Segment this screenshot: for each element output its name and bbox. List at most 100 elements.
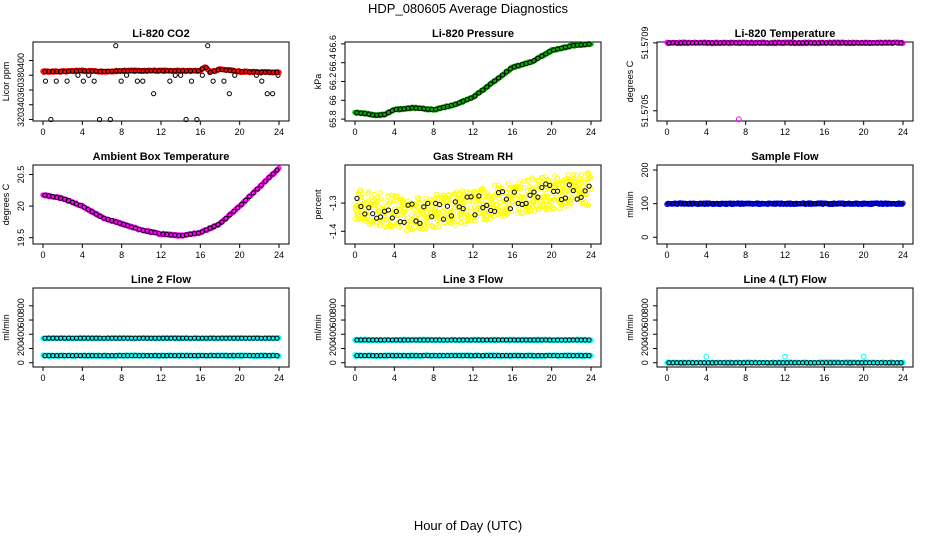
data-point [533, 184, 539, 190]
data-point [409, 201, 415, 207]
data-point [524, 177, 530, 184]
data-point [183, 116, 189, 123]
x-tick-label: 24 [274, 250, 284, 260]
y-tick-label: 20 [16, 201, 26, 211]
data-point [226, 91, 232, 97]
chart-panel: Gas Stream RH percent 0 4 8 12 16 20 24 -1.4 -1.3 [313, 151, 602, 260]
x-tick-label: 12 [468, 373, 478, 383]
data-point [77, 202, 83, 208]
data-point [507, 66, 513, 72]
data-point [416, 195, 422, 202]
series-flow [664, 359, 906, 367]
data-point [898, 40, 904, 46]
chart-panel: Ambient Box Temperature degrees C 0 4 8 12 16 2… [1, 151, 290, 260]
series-average [40, 64, 282, 76]
data-point [554, 175, 561, 181]
data-point [531, 189, 537, 195]
data-point [80, 78, 86, 84]
x-tick-label: 12 [156, 250, 166, 260]
x-tick-label: 24 [586, 373, 596, 383]
x-tick-label: 12 [780, 250, 790, 260]
y-axis-label: Licor ppm [1, 62, 11, 102]
data-point [543, 183, 550, 189]
data-point [429, 214, 435, 220]
y-axis-label: ml/min [625, 314, 635, 341]
data-point [550, 205, 556, 211]
x-tick-label: 16 [819, 127, 829, 137]
data-point [487, 215, 493, 222]
y-tick-label: 600 [16, 313, 26, 328]
data-point [383, 203, 390, 209]
y-tick-label: 66 [328, 95, 338, 105]
x-tick-label: 20 [859, 250, 869, 260]
x-tick-label: 0 [40, 250, 45, 260]
chart-title: Line 4 (LT) Flow [744, 274, 827, 286]
data-point [520, 210, 526, 216]
x-tick-label: 24 [274, 373, 284, 383]
data-point [497, 204, 503, 210]
data-point [578, 172, 585, 178]
y-tick-label: 320 [16, 112, 26, 127]
data-point [246, 194, 253, 200]
data-point [385, 109, 392, 116]
x-tick-label: 12 [156, 127, 166, 137]
data-point [357, 187, 364, 193]
series-temperature [40, 165, 282, 239]
x-tick-label: 16 [819, 250, 829, 260]
y-tick-label: 800 [16, 298, 26, 313]
x-axis-title: Hour of Day (UTC) [413, 518, 523, 533]
data-point [586, 202, 592, 208]
y-tick-label: 51.5705 [640, 95, 650, 128]
data-point [508, 208, 515, 214]
y-tick-label: 66.6 [328, 35, 338, 53]
data-point [468, 205, 474, 211]
y-axis-label: ml/min [625, 191, 635, 218]
data-point [385, 193, 391, 199]
x-tick-label: 4 [704, 127, 709, 137]
chart-panel: Line 4 (LT) Flow ml/min 0 4 8 12 16 20 24 0 200400… [625, 274, 914, 383]
y-tick-label: 400 [16, 327, 26, 342]
data-point [735, 116, 742, 123]
chart-panel: Li-820 Temperature degrees C 0 4 8 12 16 20 24 51… [625, 27, 914, 137]
data-point [425, 200, 431, 207]
y-tick-label: 800 [640, 298, 650, 313]
data-point [571, 178, 578, 184]
x-tick-label: 8 [119, 250, 124, 260]
data-point [42, 78, 49, 84]
data-point [527, 192, 533, 198]
data-point [539, 184, 545, 191]
data-point [484, 84, 490, 90]
data-point [492, 78, 498, 84]
data-point [452, 222, 458, 228]
data-point [402, 209, 408, 215]
y-tick-label: -1.3 [328, 195, 338, 211]
data-point [409, 227, 416, 233]
data-point [264, 91, 270, 97]
data-point [586, 353, 592, 359]
data-point [460, 206, 466, 212]
data-point [140, 78, 146, 84]
data-point [468, 95, 474, 101]
y-axis-label: ml/min [1, 314, 11, 341]
data-point [459, 188, 465, 194]
y-tick-label: 340 [16, 97, 26, 112]
data-point [403, 227, 410, 233]
data-point [118, 78, 124, 84]
data-point [517, 186, 524, 192]
x-tick-label: 16 [507, 250, 517, 260]
data-point [588, 352, 594, 359]
x-tick-label: 8 [119, 373, 124, 383]
data-point [543, 51, 549, 57]
data-point [407, 221, 413, 228]
data-point [357, 188, 363, 194]
x-tick-label: 4 [392, 127, 397, 137]
x-tick-label: 8 [431, 250, 436, 260]
x-tick-label: 24 [586, 250, 596, 260]
data-point [495, 75, 502, 81]
data-point [467, 198, 473, 204]
x-tick-label: 16 [819, 373, 829, 383]
y-tick-label: -1.4 [328, 224, 338, 240]
data-point [449, 215, 455, 221]
data-point [227, 212, 233, 218]
data-point [423, 225, 429, 232]
